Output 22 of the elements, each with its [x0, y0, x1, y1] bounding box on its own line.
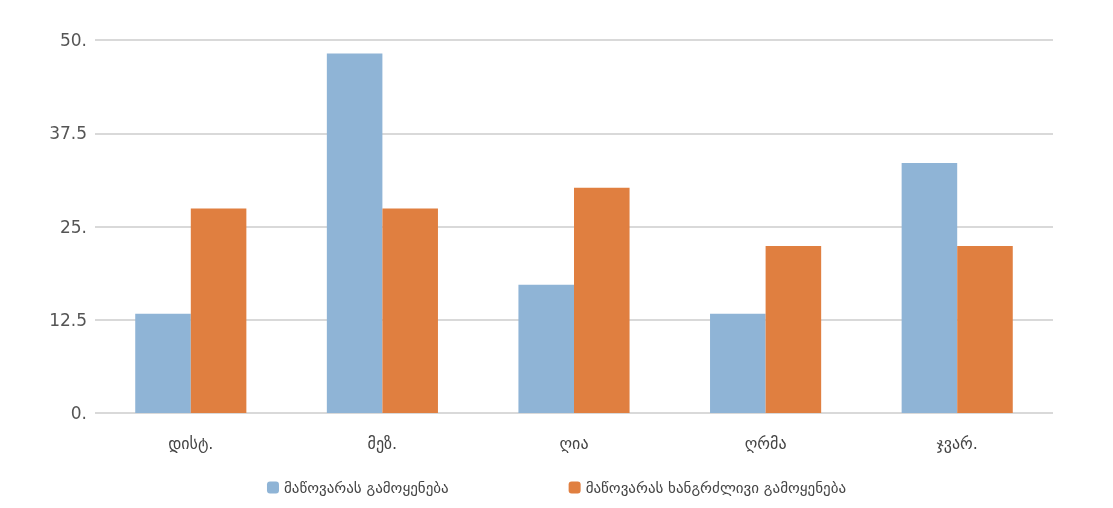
bar	[957, 245, 1013, 413]
y-tick-label: 25.	[59, 216, 87, 237]
x-tick-label: დისტ.	[168, 433, 214, 453]
bar	[518, 284, 574, 413]
bar	[574, 187, 630, 413]
bar	[326, 53, 383, 413]
bar	[382, 208, 438, 413]
y-tick-label: 0.	[70, 403, 87, 423]
bar	[901, 163, 958, 413]
x-tick-label: ღია	[559, 433, 589, 453]
y-tick-label: 12.5	[49, 309, 87, 330]
x-tick-label: ჯვარ.	[936, 433, 978, 453]
y-tick-label: 37.5	[49, 123, 87, 144]
bar	[190, 208, 247, 413]
y-tick-label: 50.	[59, 30, 87, 50]
bar	[710, 313, 766, 413]
legend-label: მაწოვარას გამოყენება	[283, 478, 449, 497]
x-tick-label: ღრმა	[744, 433, 787, 453]
legend-label: მაწოვარას ხანგრძლივი გამოყენება	[585, 478, 847, 497]
bar	[135, 313, 191, 413]
x-tick-label: მეზ.	[367, 433, 398, 453]
bar	[765, 245, 822, 413]
